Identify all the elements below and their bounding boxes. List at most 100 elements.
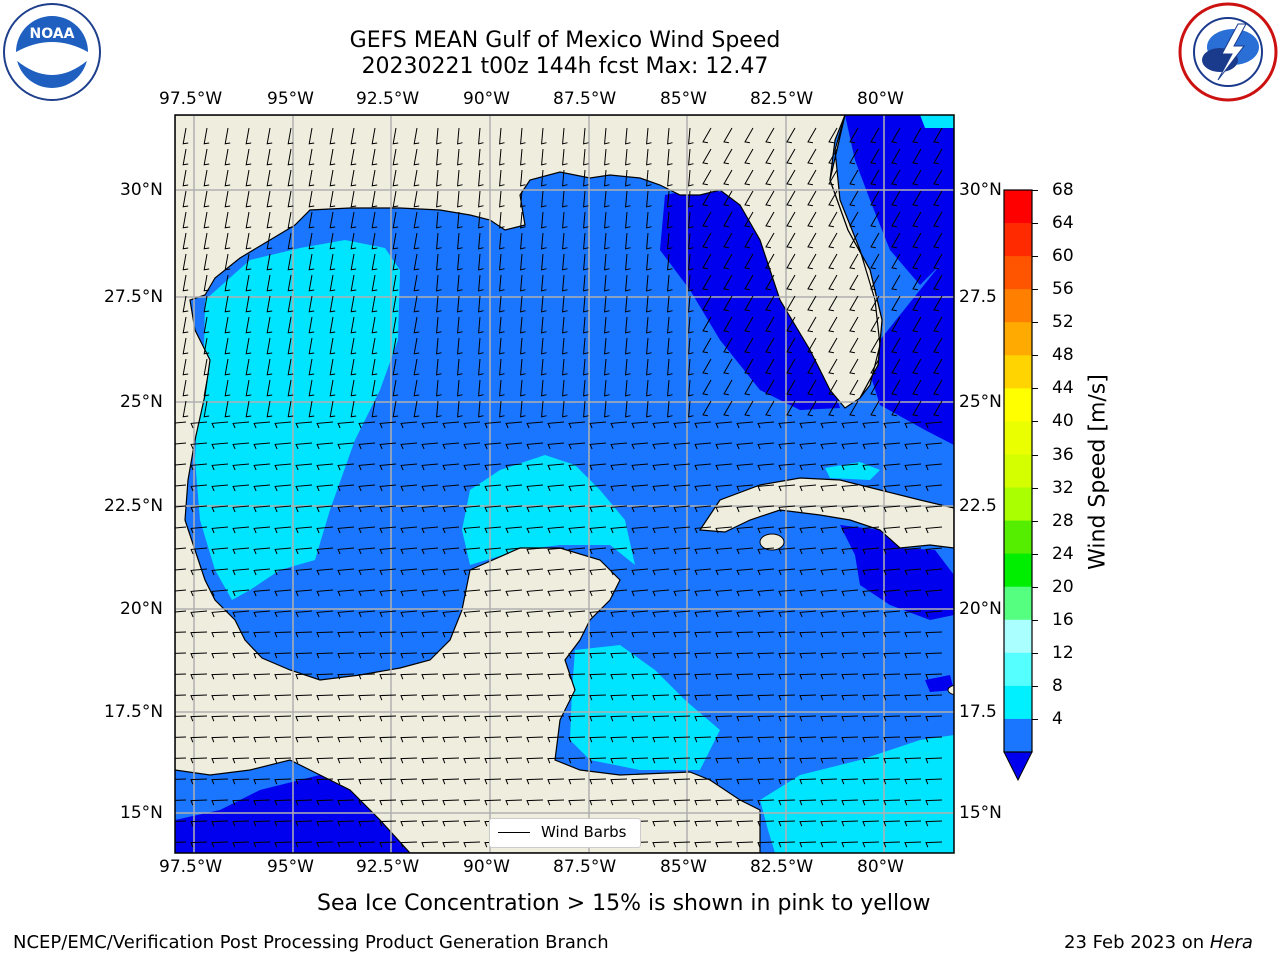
wind-barb bbox=[589, 442, 607, 450]
wind-barb bbox=[308, 211, 315, 229]
wind-barb bbox=[736, 421, 754, 429]
wind-barb bbox=[870, 337, 880, 354]
wind-barb bbox=[799, 820, 817, 827]
wind-barb bbox=[610, 568, 628, 576]
sea-ice-note: Sea Ice Concentration > 15% is shown in … bbox=[317, 891, 931, 916]
wind-barb bbox=[820, 820, 838, 827]
wind-barb bbox=[757, 442, 775, 450]
wind-barb bbox=[358, 736, 376, 743]
wind-barb bbox=[253, 505, 271, 513]
wind-barb bbox=[400, 631, 418, 638]
wind-barb bbox=[765, 274, 775, 291]
wind-barb bbox=[652, 463, 670, 471]
wind-barb bbox=[203, 190, 210, 208]
wind-barb bbox=[526, 610, 544, 618]
wind-barb bbox=[190, 421, 208, 429]
wind-barb bbox=[499, 316, 505, 334]
wind-barb bbox=[392, 232, 399, 250]
colorbar-tick-label: 32 bbox=[1052, 477, 1074, 498]
wind-barb bbox=[274, 673, 292, 680]
wind-barb bbox=[442, 673, 460, 680]
wind-barb bbox=[316, 673, 334, 680]
wind-barb bbox=[786, 316, 796, 333]
wind-barb bbox=[562, 379, 568, 397]
wind-barb bbox=[379, 736, 397, 743]
wind-barb bbox=[625, 400, 631, 418]
colorbar-segment bbox=[1004, 652, 1032, 687]
wind-barb bbox=[175, 568, 187, 571]
wind-barb bbox=[723, 316, 733, 333]
wind-barb bbox=[245, 211, 252, 229]
wind-barb bbox=[702, 274, 712, 291]
wind-barb bbox=[631, 589, 649, 597]
wind-barb bbox=[799, 589, 817, 597]
wind-barb bbox=[308, 358, 315, 376]
wind-barb bbox=[421, 610, 439, 618]
wind-barb bbox=[442, 589, 460, 597]
wind-barb bbox=[400, 694, 418, 701]
wind-barb bbox=[316, 463, 334, 471]
wind-barb bbox=[904, 715, 922, 722]
wind-barb bbox=[175, 778, 187, 780]
wind-barb bbox=[245, 274, 252, 292]
colorbar-tick-label: 36 bbox=[1052, 444, 1074, 465]
wind-barb bbox=[820, 421, 838, 429]
lat-tick-left: 15°N bbox=[120, 803, 163, 823]
wind-barb bbox=[912, 127, 922, 144]
wind-barb bbox=[436, 211, 442, 229]
wind-barb bbox=[925, 820, 943, 827]
wind-barb bbox=[862, 568, 880, 576]
wind-barb bbox=[849, 274, 859, 291]
wind-barb bbox=[245, 190, 252, 208]
wind-barb bbox=[182, 316, 189, 334]
wind-barb bbox=[765, 379, 775, 396]
wind-barb bbox=[190, 589, 208, 597]
wind-barb bbox=[505, 547, 523, 555]
wind-barb bbox=[253, 631, 271, 638]
wind-barb bbox=[224, 127, 231, 145]
wind-barb bbox=[568, 505, 586, 513]
wind-barb bbox=[274, 442, 292, 450]
wind-barb bbox=[652, 442, 670, 450]
wind-barb bbox=[175, 631, 187, 633]
wind-barb bbox=[736, 463, 754, 471]
wind-barb bbox=[478, 295, 484, 313]
wind-barb bbox=[541, 379, 547, 397]
wind-barb bbox=[413, 274, 420, 292]
wind-barb bbox=[589, 610, 607, 618]
wind-barb bbox=[413, 316, 420, 334]
colorbar-tick bbox=[1032, 322, 1038, 324]
wind-barb bbox=[589, 484, 607, 492]
wind-barb bbox=[583, 295, 589, 313]
wind-barb bbox=[457, 211, 463, 229]
wind-barb bbox=[253, 757, 271, 764]
wind-barb bbox=[715, 484, 733, 492]
colorbar-segment bbox=[1004, 487, 1032, 522]
wind-barb bbox=[211, 526, 229, 534]
wind-barb bbox=[862, 421, 880, 429]
wind-barb bbox=[520, 148, 526, 166]
wind-barb bbox=[904, 757, 922, 764]
wind-barb bbox=[266, 316, 273, 334]
wind-barb bbox=[442, 778, 460, 785]
wind-barb bbox=[904, 442, 922, 450]
wind-barb bbox=[253, 820, 271, 827]
colorbar-segment bbox=[1004, 454, 1032, 489]
wind-barb bbox=[652, 694, 670, 701]
wind-barb bbox=[891, 190, 901, 207]
wind-barb bbox=[421, 736, 439, 743]
wind-barb bbox=[568, 778, 586, 785]
wind-barb bbox=[350, 190, 357, 208]
wind-barb bbox=[442, 841, 460, 848]
lon-tick-bottom: 85°W bbox=[660, 857, 707, 877]
wind-barb bbox=[765, 295, 775, 312]
wind-barb bbox=[862, 799, 880, 806]
wind-barb bbox=[182, 169, 189, 187]
wind-barb bbox=[400, 652, 418, 659]
wind-barb bbox=[547, 568, 565, 576]
wind-barb bbox=[694, 526, 712, 534]
wind-barb bbox=[820, 631, 838, 638]
wind-barb bbox=[849, 232, 859, 249]
wind-barb bbox=[371, 316, 378, 334]
